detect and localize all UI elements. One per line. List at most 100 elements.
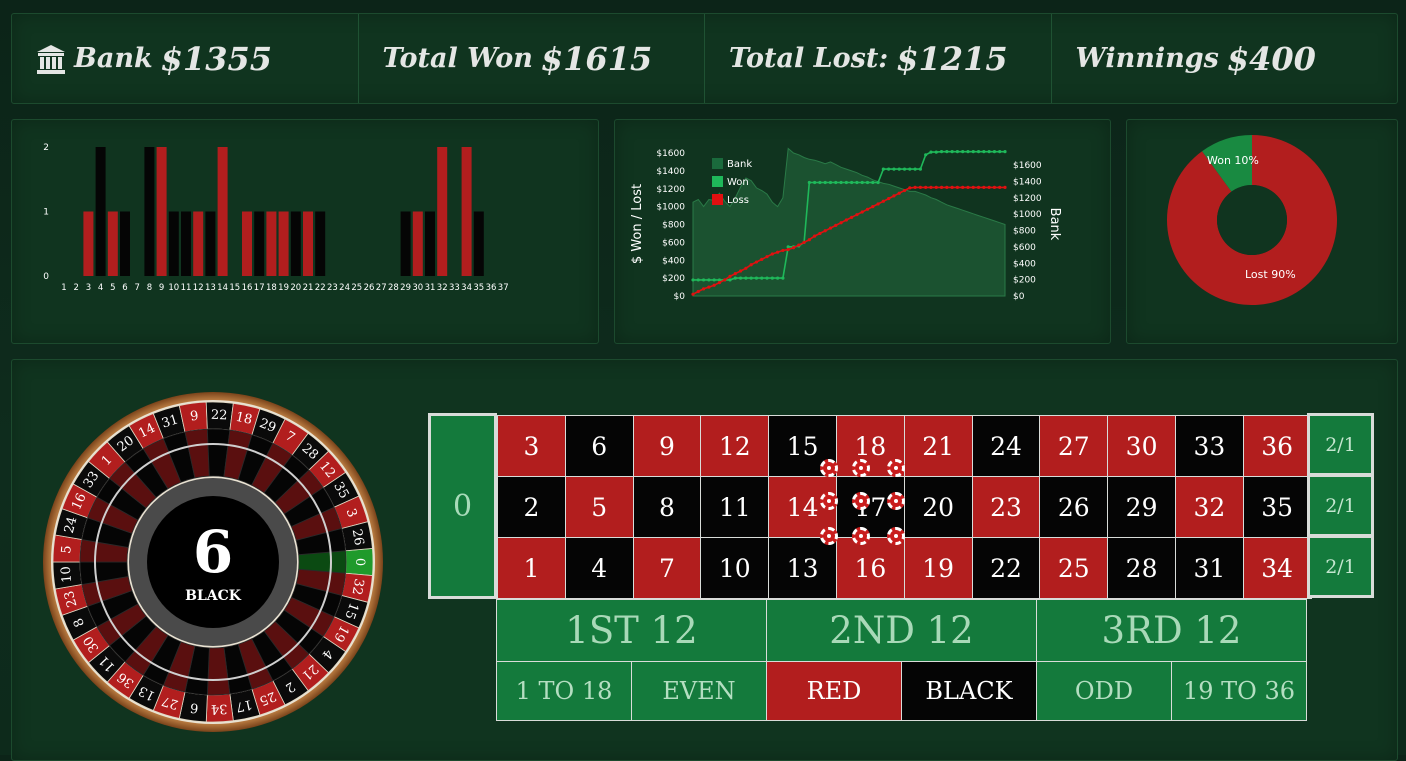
wheel-divider-ring bbox=[94, 443, 332, 681]
bet-number-27[interactable]: 27 bbox=[1039, 415, 1109, 477]
poker-chip-icon[interactable] bbox=[852, 492, 870, 510]
frequency-bar bbox=[303, 211, 313, 276]
bet-number-21[interactable]: 21 bbox=[903, 415, 973, 477]
bet-dozen-1[interactable]: 1ST 12 bbox=[496, 599, 767, 662]
bet-number-1[interactable]: 1 bbox=[497, 537, 566, 599]
won-point bbox=[786, 245, 790, 249]
bet-number-36[interactable]: 36 bbox=[1242, 415, 1312, 477]
bet-odd[interactable]: ODD bbox=[1036, 661, 1172, 721]
bet-number-34[interactable]: 34 bbox=[1242, 537, 1312, 599]
won-point bbox=[887, 167, 891, 171]
won-point bbox=[897, 167, 901, 171]
won-point bbox=[902, 167, 907, 171]
poker-chip-icon[interactable] bbox=[887, 492, 905, 510]
bet-number-31[interactable]: 31 bbox=[1175, 537, 1244, 599]
loss-point bbox=[701, 287, 706, 291]
poker-chip-icon[interactable] bbox=[852, 459, 870, 477]
bet-column-1[interactable]: 2/1 bbox=[1307, 535, 1374, 598]
won-point bbox=[934, 150, 938, 154]
bet-number-29[interactable]: 29 bbox=[1107, 476, 1176, 538]
bet-number-5[interactable]: 5 bbox=[564, 476, 634, 538]
bet-number-25[interactable]: 25 bbox=[1039, 537, 1109, 599]
loss-point bbox=[691, 292, 695, 296]
won-point bbox=[892, 167, 896, 171]
bet-column-2[interactable]: 2/1 bbox=[1307, 474, 1374, 537]
bet-19-to-36[interactable]: 19 TO 36 bbox=[1171, 661, 1307, 721]
won-point bbox=[929, 150, 933, 154]
winnings-label: Winnings bbox=[1075, 43, 1219, 74]
wheel-pocket-number: 15 bbox=[341, 601, 361, 622]
bet-number-19[interactable]: 19 bbox=[903, 537, 973, 599]
bet-number-4[interactable]: 4 bbox=[564, 537, 634, 599]
bet-number-11[interactable]: 11 bbox=[700, 476, 770, 538]
bet-number-6[interactable]: 6 bbox=[564, 415, 634, 477]
bet-red[interactable]: RED bbox=[766, 661, 902, 721]
bet-dozen-2[interactable]: 2ND 12 bbox=[766, 599, 1037, 662]
number-frequency-chart-panel: 0 1 2 1 2 3 4 5 6 7 8 9 10 11 12 13 14 15 16 17 18 19 20 21 22 23… bbox=[11, 119, 599, 344]
bank-history-chart-panel: $0 $200 $400 $600 $800 $1000 $1200 $1400 $1600 $0… bbox=[614, 119, 1111, 344]
bet-number-13[interactable]: 13 bbox=[768, 537, 837, 599]
won-point bbox=[913, 167, 917, 171]
x-tick-label: 19 bbox=[278, 283, 289, 293]
bet-black[interactable]: BLACK bbox=[901, 661, 1037, 721]
win-loss-pie-panel: Won 10% Lost 90% bbox=[1126, 119, 1398, 344]
stats-bar: Bank $1355 Total Won $1615 Total Lost: $… bbox=[11, 13, 1398, 104]
bet-1-to-18[interactable]: 1 TO 18 bbox=[496, 661, 632, 721]
bet-even[interactable]: EVEN bbox=[631, 661, 767, 721]
bet-number-3[interactable]: 3 bbox=[497, 415, 566, 477]
bet-number-2[interactable]: 2 bbox=[497, 476, 566, 538]
y-tick-label: 1 bbox=[43, 208, 49, 218]
bet-number-9[interactable]: 9 bbox=[632, 415, 702, 477]
won-point bbox=[976, 150, 981, 154]
frequency-bar bbox=[144, 147, 155, 276]
win-loss-pie-chart: Won 10% Lost 90% bbox=[1166, 135, 1337, 305]
poker-chip-icon[interactable] bbox=[820, 459, 838, 477]
loss-point bbox=[712, 283, 716, 287]
x-tick-label: 21 bbox=[303, 283, 314, 293]
loss-point bbox=[945, 185, 949, 190]
x-tick-label: 6 bbox=[122, 283, 127, 293]
bet-zero[interactable]: 0 bbox=[428, 413, 497, 599]
bet-number-33[interactable]: 33 bbox=[1175, 415, 1244, 477]
bet-number-22[interactable]: 22 bbox=[971, 537, 1041, 599]
x-tick-label: 12 bbox=[193, 283, 204, 293]
poker-chip-icon[interactable] bbox=[820, 527, 838, 545]
bet-number-10[interactable]: 10 bbox=[700, 537, 770, 599]
loss-point bbox=[728, 274, 732, 278]
won-point bbox=[1003, 150, 1007, 154]
won-point bbox=[871, 180, 875, 185]
bet-number-30[interactable]: 30 bbox=[1107, 415, 1176, 477]
bet-number-26[interactable]: 26 bbox=[1039, 476, 1109, 538]
bet-number-24[interactable]: 24 bbox=[971, 415, 1041, 477]
bet-number-32[interactable]: 32 bbox=[1175, 476, 1244, 538]
wheel-pocket-number: 31 bbox=[160, 412, 180, 431]
bet-column-3[interactable]: 2/1 bbox=[1307, 413, 1374, 476]
x-tick-label: 30 bbox=[412, 283, 423, 293]
poker-chip-icon[interactable] bbox=[852, 527, 870, 545]
bet-number-23[interactable]: 23 bbox=[971, 476, 1041, 538]
won-point bbox=[728, 278, 732, 282]
loss-point bbox=[892, 194, 896, 198]
poker-chip-icon[interactable] bbox=[887, 527, 905, 545]
loss-point bbox=[982, 185, 986, 190]
bet-dozen-3[interactable]: 3RD 12 bbox=[1036, 599, 1307, 662]
bet-number-12[interactable]: 12 bbox=[700, 415, 770, 477]
bet-number-20[interactable]: 20 bbox=[903, 476, 973, 538]
bet-number-8[interactable]: 8 bbox=[632, 476, 702, 538]
won-point bbox=[776, 276, 780, 280]
bet-number-35[interactable]: 35 bbox=[1242, 476, 1312, 538]
bet-number-7[interactable]: 7 bbox=[632, 537, 702, 599]
won-point bbox=[691, 278, 695, 282]
bet-number-16[interactable]: 16 bbox=[836, 537, 905, 599]
y-axis-label: $ Won / Lost bbox=[630, 184, 645, 264]
y-tick-label: $200 bbox=[662, 274, 685, 284]
poker-chip-icon[interactable] bbox=[820, 492, 838, 510]
won-point bbox=[945, 150, 949, 154]
legend-swatch bbox=[712, 194, 723, 205]
loss-point bbox=[865, 207, 870, 211]
won-point bbox=[839, 180, 843, 185]
roulette-wheel[interactable]: 0321519421225173462713361130823105241633… bbox=[43, 392, 383, 732]
wheel-pocket-number: 27 bbox=[160, 693, 180, 712]
bet-number-28[interactable]: 28 bbox=[1107, 537, 1176, 599]
poker-chip-icon[interactable] bbox=[887, 459, 905, 477]
